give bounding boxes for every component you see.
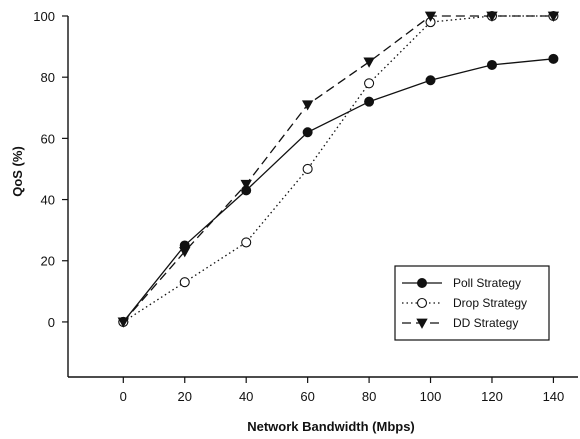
data-point: [302, 163, 313, 175]
legend-label: DD Strategy: [453, 316, 518, 330]
y-tick-label: 100: [33, 9, 55, 24]
data-point: [301, 100, 314, 111]
data-point: [302, 127, 313, 138]
y-tick-label: 40: [41, 193, 55, 208]
series-2: [117, 11, 560, 328]
x-axis-title: Network Bandwidth (Mbps): [247, 419, 415, 434]
data-point: [417, 278, 427, 288]
x-tick-label: 60: [300, 389, 314, 404]
x-tick-label: 20: [178, 389, 192, 404]
data-point: [364, 96, 375, 107]
data-point: [547, 11, 560, 22]
data-point: [364, 78, 375, 89]
data-point: [179, 277, 190, 288]
x-tick-label: 140: [543, 389, 565, 404]
data-point: [179, 247, 191, 258]
y-tick-label: 60: [41, 131, 55, 146]
data-point: [117, 317, 129, 328]
data-point: [548, 53, 559, 64]
y-tick-label: 20: [41, 254, 55, 269]
y-axis-title: QoS (%): [10, 146, 25, 197]
data-point: [424, 11, 437, 22]
x-tick-label: 120: [481, 389, 503, 404]
data-point: [241, 237, 252, 248]
x-tick-label: 0: [120, 389, 127, 404]
x-tick-label: 100: [420, 389, 442, 404]
data-point: [486, 59, 497, 70]
data-point: [416, 297, 428, 309]
legend-label: Drop Strategy: [453, 296, 527, 310]
x-tick-label: 80: [362, 389, 376, 404]
data-point: [486, 11, 498, 22]
legend: Poll Strategy Drop Strategy DD Strategy: [394, 265, 550, 341]
data-point: [363, 57, 375, 68]
ticks: 0 20 40 60 80 100 120 140 0 20 40 60 80 100: [33, 9, 564, 404]
axes: [67, 16, 578, 378]
x-tick-label: 40: [239, 389, 253, 404]
data-point: [425, 75, 436, 86]
legend-label: Poll Strategy: [453, 276, 521, 290]
y-tick-label: 0: [48, 315, 55, 330]
data-point: [240, 179, 252, 191]
data-point: [416, 318, 428, 329]
series-layer: [117, 10, 560, 328]
series-line: [122, 15, 554, 323]
series-line: [122, 58, 554, 323]
y-tick-label: 80: [41, 70, 55, 85]
